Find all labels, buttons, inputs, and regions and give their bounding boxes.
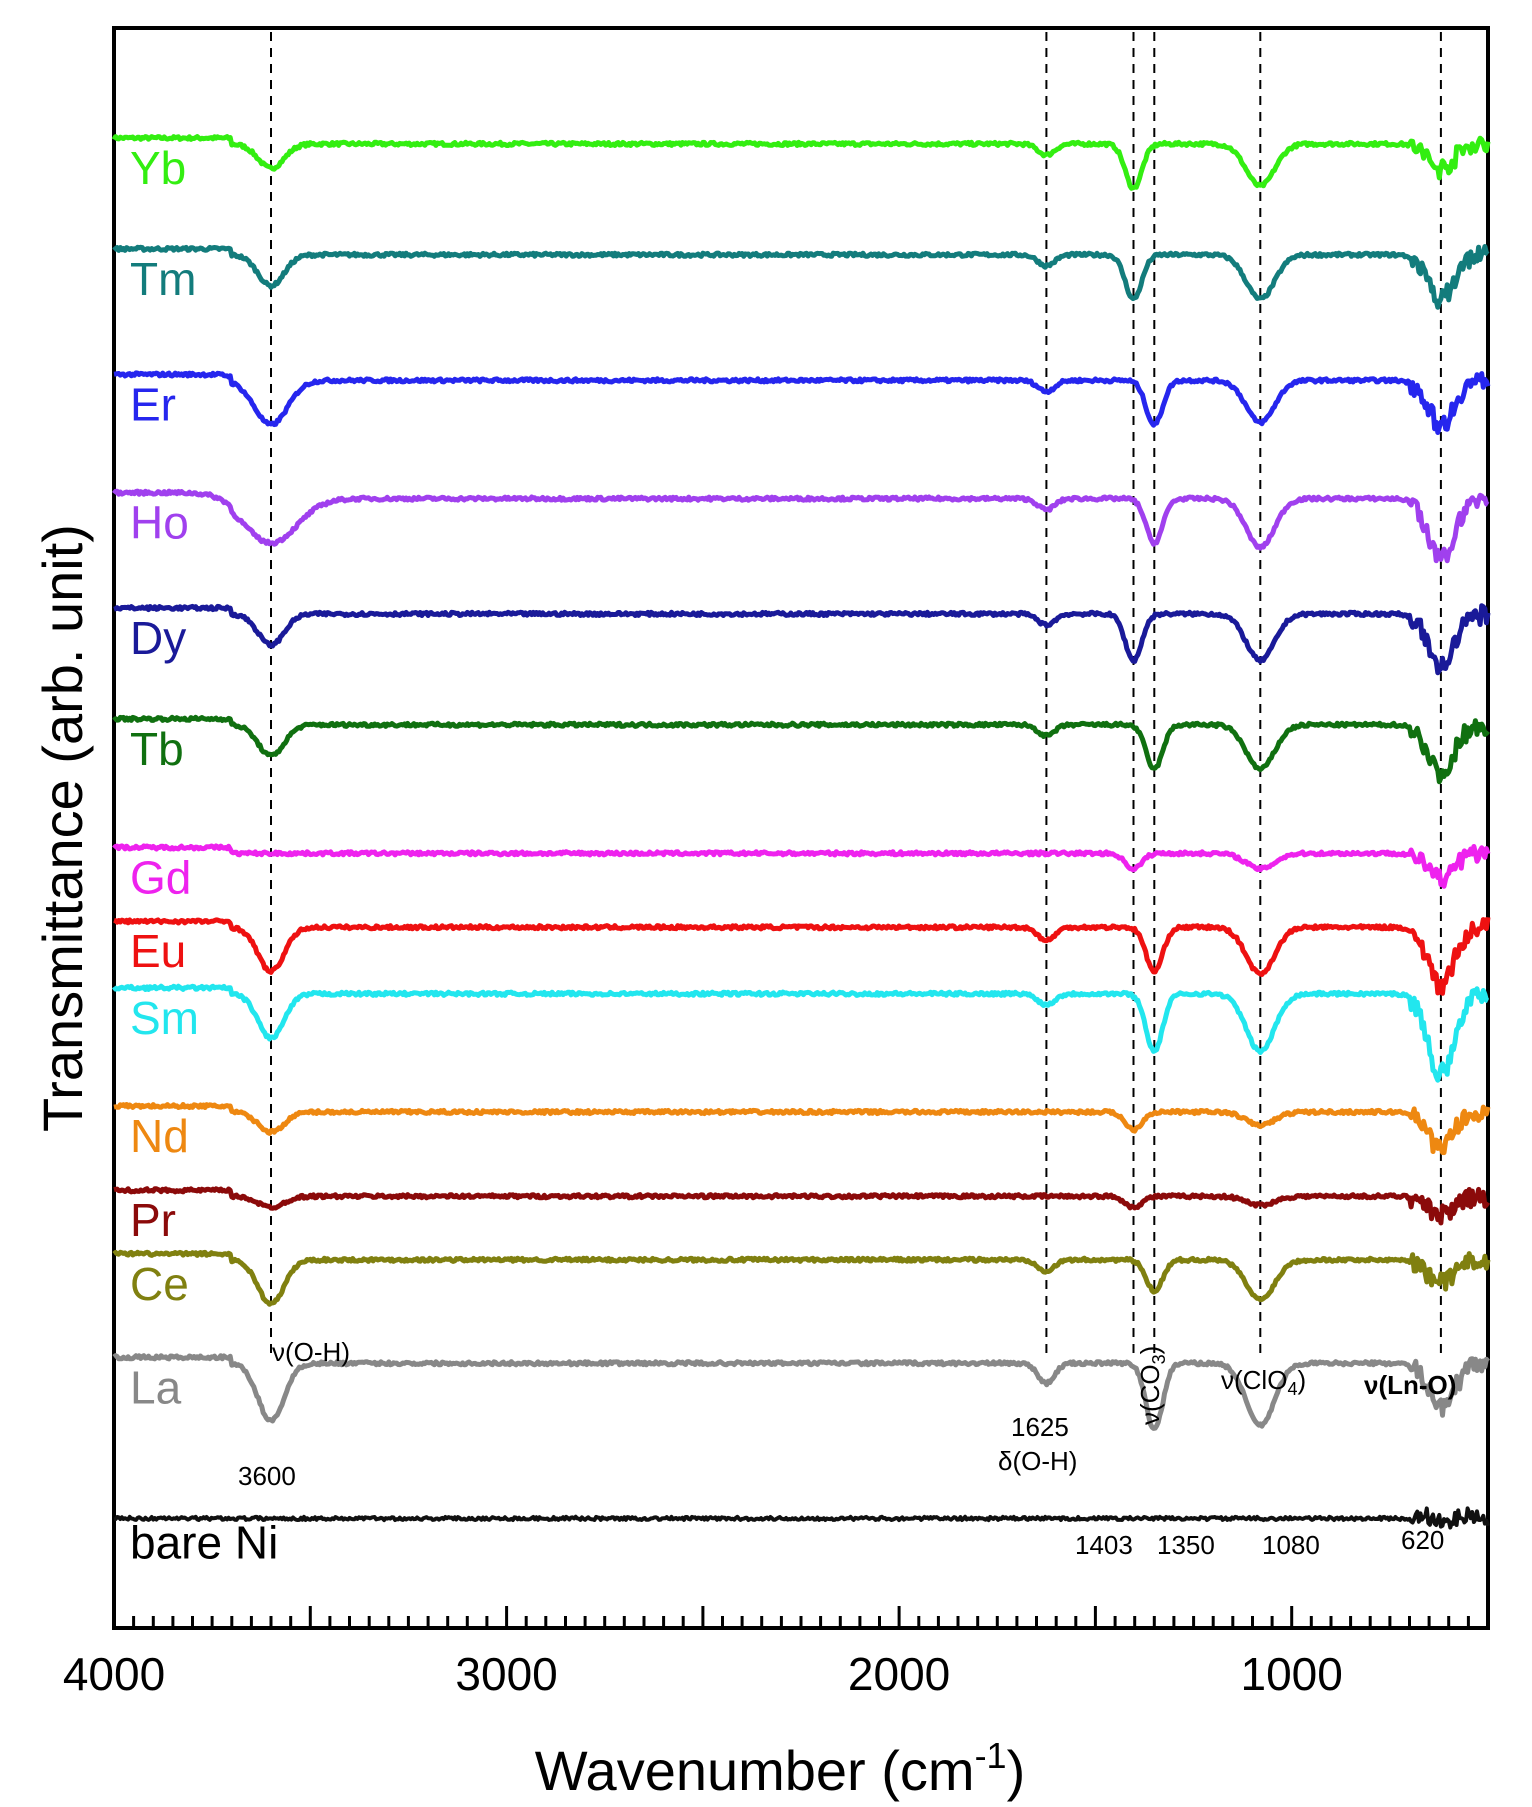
- annotation-peak-620: 620: [1401, 1525, 1444, 1555]
- x-axis-title: Wavenumber (cm-1): [535, 1735, 1025, 1802]
- y-axis-title: Transmittance (arb. unit): [31, 524, 94, 1132]
- series-label-pr: Pr: [130, 1194, 176, 1246]
- series-line-gd: [112, 843, 1491, 889]
- x-tick-label-1000: 1000: [1241, 1648, 1343, 1700]
- series-label-gd: Gd: [130, 851, 191, 903]
- series-label-yb: Yb: [130, 142, 186, 194]
- annotation-peak-3600: 3600: [238, 1461, 296, 1491]
- annotation-clo4-main: ν(ClO: [1221, 1365, 1287, 1395]
- series-label-ho: Ho: [130, 497, 189, 549]
- series-labels: Yb Tm Er Ho Dy Tb Gd Eu Sm Nd Pr Ce La bare Ni: [130, 142, 278, 1569]
- series-label-tb: Tb: [130, 723, 184, 775]
- series-line-bare-ni: [113, 1506, 1490, 1530]
- series-line-ce: [112, 1249, 1491, 1307]
- annotation-clo4: ν(ClO4): [1221, 1365, 1306, 1399]
- series-label-la: La: [130, 1361, 182, 1413]
- series-line-eu: [113, 916, 1491, 996]
- series-line-pr: [113, 1186, 1491, 1226]
- series-label-nd: Nd: [130, 1110, 189, 1162]
- series-line-la: [112, 1353, 1490, 1431]
- series-group: [111, 134, 1491, 1530]
- annotation-clo4-close: ): [1297, 1365, 1306, 1395]
- series-label-er: Er: [130, 378, 176, 430]
- annotation-peak-1080: 1080: [1262, 1530, 1320, 1560]
- series-line-nd: [113, 1102, 1491, 1156]
- series-line-yb: [111, 134, 1491, 191]
- annotation-co3-sub: 3: [1149, 1354, 1169, 1364]
- series-label-bare-ni: bare Ni: [130, 1516, 278, 1568]
- x-tick-label-4000: 4000: [63, 1648, 165, 1700]
- series-line-sm: [111, 983, 1490, 1083]
- reference-lines: [270, 32, 1442, 1358]
- annotation-co3-main: ν(CO: [1135, 1364, 1165, 1425]
- series-line-tb: [112, 714, 1490, 785]
- annotation-peak-1350: 1350: [1157, 1530, 1215, 1560]
- x-tick-label-3000: 3000: [455, 1648, 557, 1700]
- annotation-oh-bend: δ(O-H): [998, 1446, 1077, 1476]
- series-label-sm: Sm: [130, 992, 199, 1044]
- series-line-er: [113, 370, 1491, 435]
- annotation-ln-o: ν(Ln-O): [1364, 1370, 1456, 1400]
- x-axis-ticks: 4000 3000 2000 1000: [63, 1606, 1490, 1700]
- series-label-dy: Dy: [130, 612, 186, 664]
- annotation-co3: ν(CO3): [1135, 1346, 1169, 1425]
- series-label-tm: Tm: [130, 253, 196, 305]
- svg-text:ν(CO3): ν(CO3): [1135, 1346, 1169, 1425]
- x-tick-label-2000: 2000: [848, 1648, 950, 1700]
- series-line-tm: [112, 244, 1490, 310]
- annotation-co3-close: ): [1135, 1346, 1165, 1355]
- annotation-peak-1625: 1625: [1011, 1412, 1069, 1442]
- annotation-peak-1403: 1403: [1075, 1530, 1133, 1560]
- x-axis-title-main: Wavenumber (cm: [535, 1739, 975, 1802]
- x-axis-title-close: ): [1007, 1739, 1026, 1802]
- series-line-ho: [112, 488, 1490, 564]
- annotation-clo4-sub: 4: [1287, 1379, 1297, 1399]
- x-axis-title-sup: -1: [975, 1735, 1007, 1776]
- annotation-oh-stretch: ν(O-H): [272, 1337, 350, 1367]
- series-line-dy: [113, 603, 1491, 676]
- series-label-eu: Eu: [130, 925, 186, 977]
- series-label-ce: Ce: [130, 1258, 189, 1310]
